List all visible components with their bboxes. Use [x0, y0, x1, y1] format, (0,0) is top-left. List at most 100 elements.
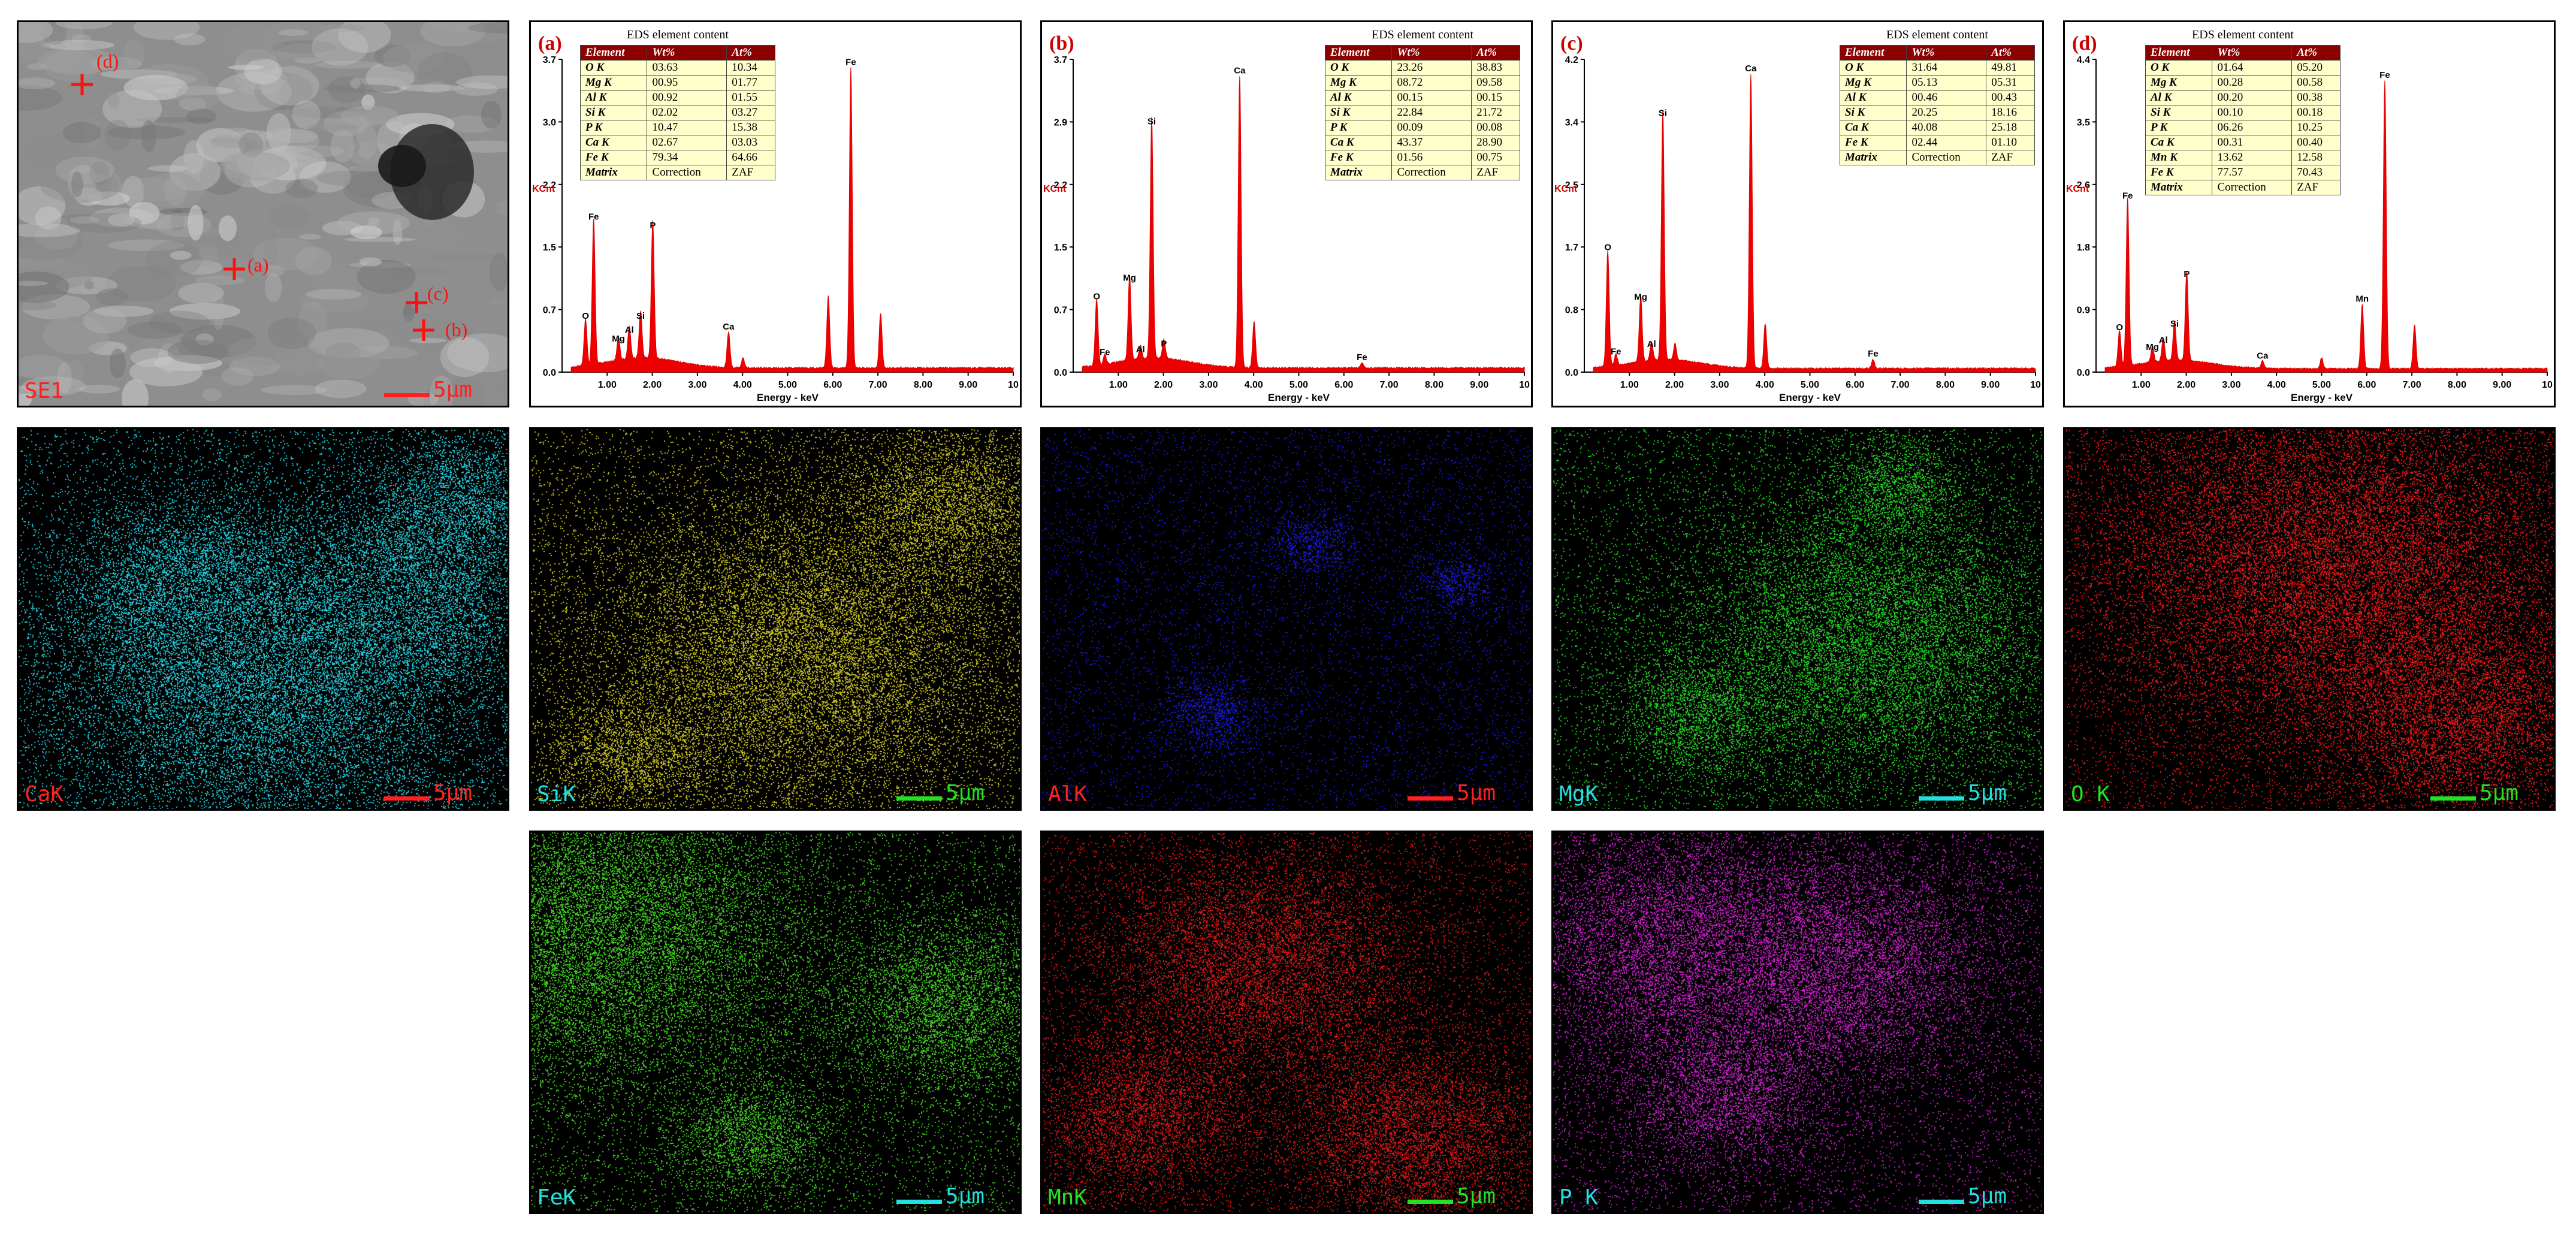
sem-grain [279, 76, 321, 114]
spectrum-panel-d: (d) 0.0 0.9 1.8 2.6 3.5 4.4 KCnt 1.00 2.00 3.00 4.0… [2063, 20, 2556, 407]
sem-grain [196, 333, 214, 346]
map-label: P K [1559, 1185, 1599, 1210]
eds-value-cell: ZAF [1471, 165, 1520, 180]
sem-marker-label: (c) [427, 283, 449, 304]
sem-grain [70, 216, 99, 224]
table-row: Mg K 08.72 09.58 [1324, 75, 1520, 90]
eds-element-cell: P K [579, 120, 648, 135]
x-axis-label: Energy - keV [2291, 392, 2353, 403]
table-row: O K 23.26 38.83 [1324, 60, 1520, 76]
x-tick-label: 9.00 [2493, 380, 2511, 390]
sem-grain [56, 22, 113, 29]
sem-grain [43, 40, 115, 50]
sem-grain [298, 289, 369, 312]
eds-value-cell: 00.31 [2212, 135, 2293, 150]
sem-grain [176, 82, 220, 110]
sem-grain [315, 379, 367, 398]
spectrum-svg: (a) 0.0 0.7 1.5 2.2 3.0 3.7 KCnt 1.00 2.00 3.00 4.0… [532, 32, 1019, 403]
y-tick-label: 1.5 [1054, 243, 1067, 253]
table-row: Mg K 00.28 00.58 [2145, 75, 2341, 90]
x-tick-label: 1.00 [598, 380, 617, 390]
eds-table-title: EDS element content [627, 28, 729, 41]
map-scalebar: 5μm [896, 779, 1010, 805]
spectrum-tag: (c) [1560, 32, 1583, 55]
peak-label: P [650, 221, 656, 231]
eds-value-cell: 03.27 [726, 105, 775, 120]
eds-table: Element Wt% At% O K 01.64 05.20 Mg K 00.28 00.58… [2145, 45, 2341, 195]
sem-grain [344, 237, 416, 242]
eds-value-cell: 01.10 [1986, 135, 2035, 150]
sem-grain [146, 241, 203, 278]
sem-grain [292, 100, 321, 129]
eds-table-header-row: Element Wt% At% [1324, 45, 1520, 61]
sem-grain [44, 49, 99, 83]
eds-value-cell: 06.26 [2212, 120, 2293, 135]
sem-grain [409, 338, 447, 343]
sem-pit-core [378, 145, 426, 187]
sem-grain [299, 234, 321, 240]
eds-value-cell: 01.64 [2212, 60, 2293, 76]
map-scalebar-line [1408, 796, 1453, 801]
eds-table-title: EDS element content [1886, 28, 1988, 41]
sem-grain [350, 225, 383, 239]
peak-label: Ca [2257, 351, 2269, 361]
eds-element-cell: Mg K [579, 75, 648, 90]
sem-grain [267, 113, 291, 153]
map-scalebar-line [896, 1200, 942, 1204]
peak-label: Fe [845, 58, 856, 68]
peak-label: Fe [2379, 70, 2390, 80]
sem-grain [196, 128, 245, 163]
table-row: P K 00.09 00.08 [1324, 120, 1520, 135]
map-panel-ok: O K 5μm [2063, 427, 2556, 811]
eds-value-cell: 00.75 [1471, 150, 1520, 165]
map-scalebar-text: 5μm [946, 1184, 985, 1209]
x-tick-label: 2.00 [1154, 380, 1173, 390]
sem-grain [445, 115, 498, 133]
x-tick-label: 3.00 [1199, 380, 1218, 390]
map-scalebar-text: 5μm [1968, 1184, 2007, 1209]
eds-table: Element Wt% At% O K 23.26 38.83 Mg K 08.72 09.58… [1324, 45, 1520, 180]
sem-grain [137, 117, 216, 123]
table-row: Al K 00.15 00.15 [1324, 90, 1520, 105]
eds-value-cell: 00.40 [2291, 135, 2341, 150]
x-tick-label: 4.00 [2267, 380, 2286, 390]
map-scalebar-text: 5μm [946, 781, 985, 805]
peak-label: O [2116, 322, 2123, 333]
spectrum-tag: (a) [538, 32, 562, 55]
sem-grain [228, 336, 298, 366]
peak-label: Al [1136, 345, 1145, 355]
sem-grain [323, 84, 403, 93]
sem-grain [43, 315, 109, 355]
eds-value-cell: ZAF [1986, 150, 2035, 165]
sem-marker-label: (a) [247, 254, 269, 276]
eds-value-cell: 22.84 [1391, 105, 1472, 120]
table-row: Mg K 05.13 05.31 [1839, 75, 2035, 90]
x-axis-label: Energy - keV [1268, 392, 1330, 403]
map-scalebar-text: 5μm [2480, 781, 2519, 805]
peak-label: Ca [1745, 64, 1757, 74]
eds-value-cell: 00.20 [2212, 90, 2293, 105]
x-tick-label: 1.00 [1620, 380, 1639, 390]
sem-grain [83, 308, 127, 334]
eds-table-header: Element [2145, 45, 2213, 61]
sem-grain [274, 343, 325, 376]
x-tick-label: 9.00 [959, 380, 977, 390]
map-label: MgK [1559, 782, 1599, 807]
map-scalebar-line [384, 796, 430, 801]
x-tick-label: 2.00 [1665, 380, 1684, 390]
eds-value-cell: 43.37 [1391, 135, 1472, 150]
sem-grain [93, 306, 154, 317]
sem-grain [19, 385, 32, 406]
sem-grain [19, 77, 56, 89]
peak-label: O [1604, 242, 1611, 252]
sem-grain [169, 153, 221, 191]
sem-grain [446, 333, 508, 373]
eds-value-cell: 79.34 [647, 150, 727, 165]
eds-element-cell: Ca K [579, 135, 648, 150]
map-scalebar-line [2430, 796, 2476, 801]
sem-grain [305, 288, 362, 300]
sem-grain [440, 337, 490, 378]
sem-grain [62, 122, 101, 144]
sem-grain [19, 271, 70, 303]
map-scalebar: 5μm [1919, 779, 2033, 805]
